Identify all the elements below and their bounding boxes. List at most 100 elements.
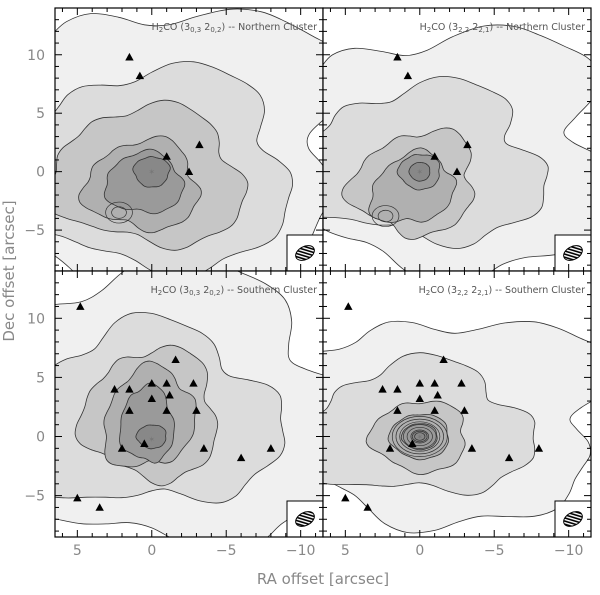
ticks (55, 7, 323, 271)
source-triangle (433, 390, 442, 399)
source-triangle (192, 406, 201, 414)
panel-bottom-left: ✶ H2​CO (30,3​ 20,2​) -- Southern Cluster (54, 270, 324, 538)
source-triangle (199, 444, 209, 452)
peak-star: ✶ (416, 433, 423, 442)
source-triangle (110, 385, 119, 393)
contours-bottom-right (323, 271, 591, 537)
source-triangle (73, 493, 82, 502)
ticks (323, 7, 591, 271)
source-triangle (415, 394, 424, 403)
secondary-peak-ring (105, 201, 133, 224)
secondary-peak-ring (377, 209, 394, 223)
source-triangle (467, 444, 477, 452)
source-triangle (184, 167, 194, 176)
source-triangle (76, 302, 85, 310)
y-axis-label: Dec offset [arcsec] (0, 200, 18, 341)
source-triangle (393, 385, 402, 393)
source-triangle (403, 71, 413, 80)
source-triangle (147, 394, 156, 403)
source-triangle (378, 385, 387, 393)
panel-frame (322, 270, 592, 538)
beam-box (554, 500, 592, 538)
source-triangle (125, 385, 134, 393)
ticks (323, 270, 591, 537)
source-triangle (162, 152, 171, 160)
peak-star: ✶ (148, 435, 155, 444)
source-triangle (125, 52, 134, 61)
panel-title: H2​CO (32,2​ 22,1​) -- Northern Cluster (420, 22, 585, 34)
x-axis-label: RA offset [arcsec] (257, 570, 389, 588)
y-tick-label: 10 (27, 311, 45, 327)
beam-ellipse (563, 511, 583, 527)
beam-ellipse (295, 511, 315, 527)
x-tick-label: 0 (415, 543, 424, 559)
y-tick-label: 0 (36, 430, 45, 446)
source-markers-bottom-left (73, 302, 276, 511)
source-triangle (341, 493, 350, 502)
source-triangle (385, 444, 395, 452)
peak-ring (399, 421, 441, 452)
x-tick-label: 5 (73, 543, 82, 559)
peak-ring (391, 416, 448, 457)
secondary-peak-ring (371, 205, 400, 227)
peak-star: ✶ (148, 168, 155, 177)
contour-level-6 (132, 156, 171, 188)
source-triangle (95, 503, 104, 511)
ticks (55, 270, 323, 537)
beam-box (286, 500, 324, 538)
source-triangle (534, 444, 544, 452)
panel-bottom-right: ✶ H2​CO (32,2​ 22,1​) -- Southern Cluster (322, 270, 592, 538)
source-triangle (460, 406, 469, 414)
source-triangle (171, 355, 180, 364)
y-tick-label: 5 (36, 370, 45, 386)
x-tick-label: 5 (341, 543, 350, 559)
y-tick-label: 5 (36, 106, 45, 122)
source-triangle (236, 453, 246, 462)
secondary-peak-ring (111, 206, 127, 219)
peak-star: ✶ (416, 168, 423, 177)
source-markers-top-right (393, 52, 472, 176)
source-triangle (117, 444, 127, 452)
peak-ring (403, 424, 437, 449)
beam-ellipse (295, 245, 315, 261)
source-triangle (162, 406, 171, 414)
contour-level-6 (408, 162, 431, 182)
contours-top-left (55, 8, 323, 271)
source-triangle (189, 379, 198, 387)
source-triangle (439, 355, 448, 364)
source-triangle (393, 52, 402, 61)
source-triangle (147, 379, 156, 387)
source-triangle (430, 379, 439, 387)
panel-title: H2​CO (32,2​ 22,1​) -- Southern Cluster (419, 285, 586, 297)
source-triangle (504, 453, 514, 462)
source-triangle (195, 140, 204, 149)
source-triangle (457, 379, 466, 387)
x-tick-label: −5 (484, 543, 505, 559)
source-triangle (165, 390, 174, 399)
panel-top-right: ✶ H2​CO (32,2​ 22,1​) -- Northern Cluster (322, 7, 592, 272)
y-tick-label: 10 (27, 48, 45, 64)
source-triangle (344, 302, 353, 310)
panel-title: H2​CO (30,3​ 20,2​) -- Northern Cluster (152, 22, 317, 34)
source-markers-bottom-right (341, 302, 544, 511)
x-tick-label: −10 (554, 543, 584, 559)
source-triangle (463, 140, 472, 149)
beam-box (286, 234, 324, 272)
source-triangle (266, 444, 276, 452)
source-triangle (135, 71, 145, 80)
peak-ring (406, 426, 433, 447)
x-tick-label: −5 (216, 543, 237, 559)
contours-top-right (323, 8, 591, 271)
peak-ring (414, 432, 426, 441)
source-triangle (452, 167, 462, 176)
x-tick-label: 0 (147, 543, 156, 559)
panel-title: H2​CO (30,3​ 20,2​) -- Southern Cluster (151, 285, 318, 297)
source-triangle (140, 439, 149, 447)
beam-box (554, 234, 592, 272)
y-tick-label: −5 (24, 223, 45, 239)
peak-ring (395, 418, 444, 455)
beam-ellipse (563, 245, 583, 261)
source-triangle (430, 152, 439, 160)
